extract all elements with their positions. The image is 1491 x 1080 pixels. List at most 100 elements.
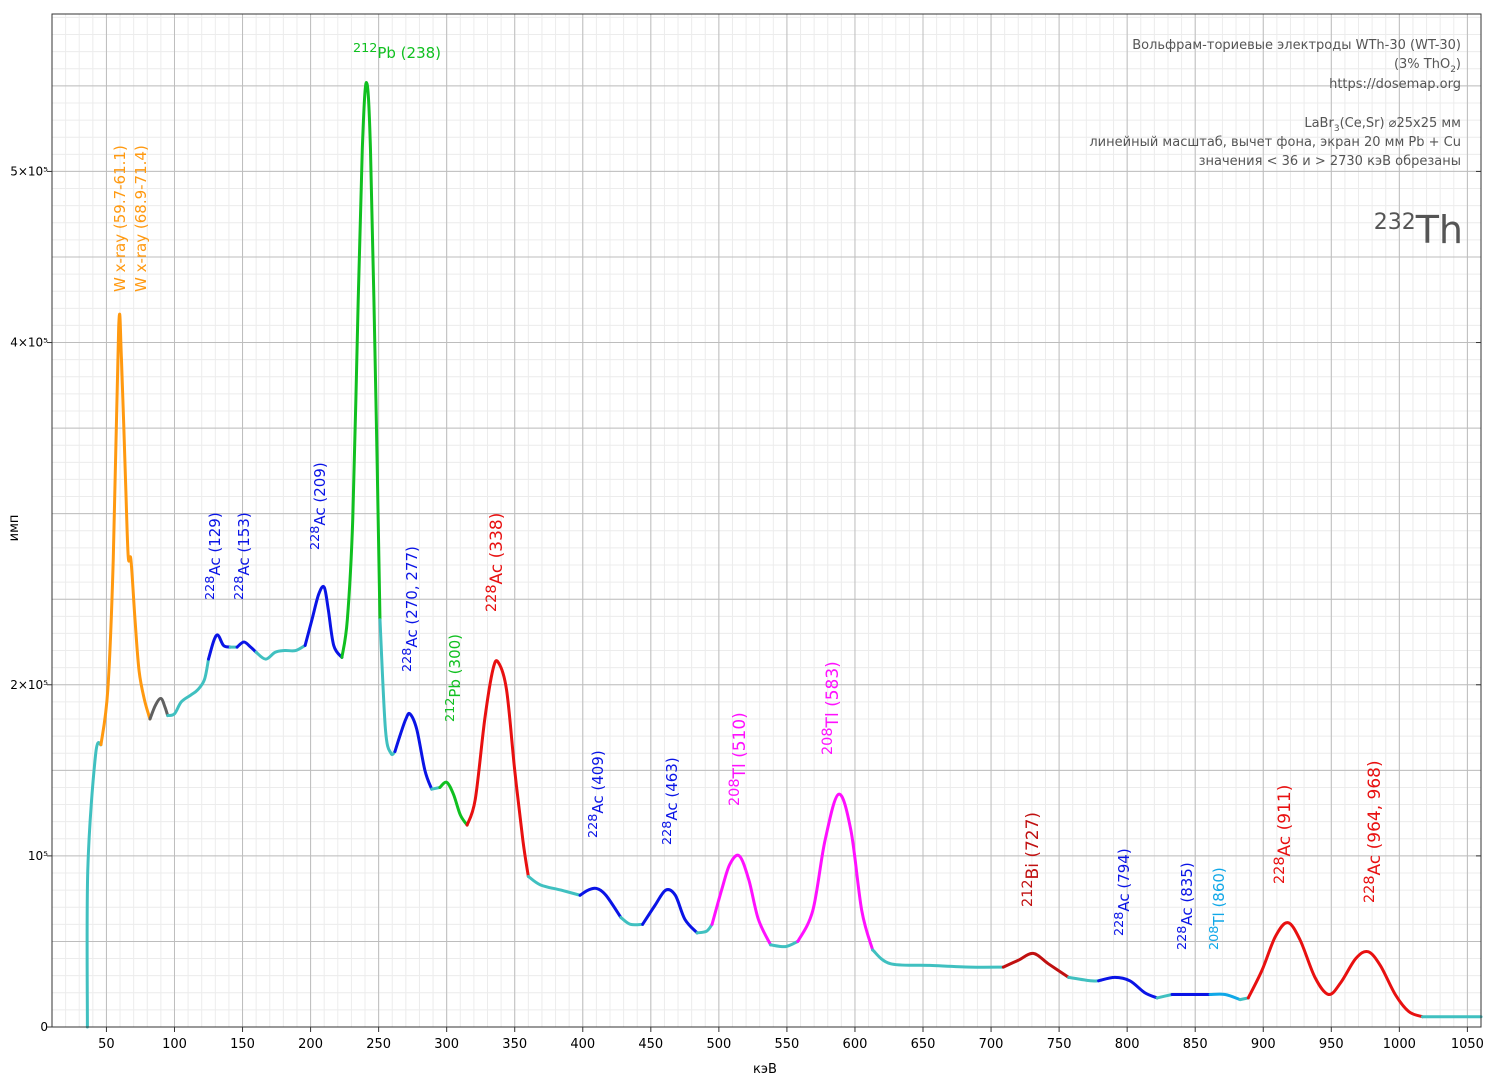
spectrum-line — [378, 618, 397, 757]
x-tick-label: 600 — [843, 1037, 868, 1052]
peak-label: 208Tl (510) — [727, 712, 750, 806]
isotope-mass: 228 — [203, 576, 218, 600]
isotope-label: Ac (129) — [206, 512, 224, 575]
isotope-mass: 228 — [1272, 856, 1288, 884]
x-tick-label: 450 — [638, 1037, 663, 1052]
isotope-mass: 232 — [1374, 210, 1416, 235]
isotope-label: Ac (409) — [589, 750, 607, 813]
peak-label: 228Ac (463) — [660, 757, 681, 845]
isotope-mass: 228 — [1362, 875, 1378, 903]
spectrum-line — [710, 853, 773, 947]
x-tick-label: 500 — [706, 1037, 731, 1052]
isotope-label: Ac (209) — [311, 462, 329, 525]
peak-label: 208Tl (860) — [1207, 867, 1228, 950]
isotope-mass: 228 — [232, 576, 247, 600]
info-text: Вольфрам-ториевые электроды WTh-30 (WT-3… — [1132, 38, 1461, 53]
isotope-mass: 212 — [443, 698, 458, 722]
peak-label: 228Ac (794) — [1112, 848, 1133, 936]
peak-label: 208Tl (583) — [820, 661, 843, 755]
isotope-label: Tl (583) — [823, 661, 843, 728]
isotope-label: Ac (794) — [1115, 848, 1133, 911]
spectrum-line — [641, 888, 699, 935]
info-line: (3% ThO2) — [1394, 57, 1461, 75]
peak-label: 228Ac (338) — [484, 513, 507, 612]
x-tick-label: 700 — [979, 1037, 1004, 1052]
spectrum-line — [148, 696, 170, 721]
isotope-label: Tl (860) — [1210, 867, 1228, 926]
info-text: https://dosemap.org — [1329, 77, 1461, 92]
x-tick-label: 800 — [1115, 1037, 1140, 1052]
isotope-label: Tl (510) — [730, 712, 750, 779]
spectrum-line — [393, 711, 434, 791]
spectrum-line — [303, 584, 344, 659]
x-tick-label: 200 — [298, 1037, 323, 1052]
peak-label: 228Ac (209) — [308, 462, 329, 550]
spectrum-line — [1001, 951, 1071, 979]
plot-area — [52, 14, 1481, 1027]
info-text: линейный масштаб, вычет фона, экран 20 м… — [1089, 135, 1461, 150]
spectrum-line — [254, 643, 307, 661]
spectrum-line — [465, 659, 530, 878]
spectrum-line — [85, 741, 103, 1029]
isotope-label: Pb (300) — [446, 634, 464, 698]
x-tick-label: 1000 — [1383, 1037, 1416, 1052]
spectrum-line — [438, 780, 469, 827]
info-line: значения < 36 и > 2730 кэВ обрезаны — [1199, 154, 1461, 169]
isotope-mass: 212 — [353, 41, 377, 56]
isotope-mass: 228 — [660, 821, 675, 845]
peak-label: 212Pb (238) — [353, 41, 441, 62]
spectrum-line — [526, 874, 582, 897]
x-tick-label: 750 — [1047, 1037, 1072, 1052]
peak-label: 212Bi (727) — [1020, 812, 1043, 907]
info-text: (Ce,Sr) ⌀25x25 мм — [1340, 116, 1461, 131]
isotope-label: Ac (463) — [663, 757, 681, 820]
x-tick-label: 850 — [1183, 1037, 1208, 1052]
info-text: LaBr — [1304, 116, 1334, 131]
y-tick-label: 4×10⁵ — [10, 336, 48, 350]
x-tick-label: 100 — [162, 1037, 187, 1052]
isotope-label: Pb (238) — [377, 44, 441, 62]
isotope-mass: 228 — [1112, 912, 1127, 936]
isotope-label: Ac (338) — [487, 513, 507, 585]
spectrum-line — [1246, 921, 1424, 1019]
spectrum-line — [235, 640, 258, 654]
isotope-label: Ac (835) — [1178, 862, 1196, 925]
peak-label: W x-ray (68.9-71.4) — [132, 145, 150, 292]
x-tick-label: 550 — [775, 1037, 800, 1052]
y-tick-label: 2×10⁵ — [10, 678, 48, 692]
peak-label: 228Ac (270, 277) — [400, 546, 421, 672]
spectrum-line — [796, 792, 875, 952]
isotope-mass: 228 — [1175, 926, 1190, 950]
spectrum-line — [578, 886, 623, 919]
info-text: ) — [1456, 57, 1461, 72]
spectrum-line — [871, 948, 1005, 969]
info-text: 3 — [1334, 124, 1340, 134]
isotope-name: Th — [1415, 208, 1463, 252]
info-line: LaBr3(Ce,Sr) ⌀25x25 мм — [1304, 116, 1461, 134]
peak-label: 228Ac (964, 968) — [1362, 760, 1385, 903]
info-text: значения < 36 и > 2730 кэВ обрезаны — [1199, 154, 1461, 169]
x-tick-label: 650 — [911, 1037, 936, 1052]
spectrum-line — [769, 939, 800, 949]
y-axis-label: имп — [7, 515, 22, 542]
isotope-mass: 208 — [1207, 926, 1222, 950]
isotope-label: Ac (153) — [235, 512, 253, 575]
spectrum-line — [619, 915, 645, 927]
peak-label: 228Ac (129) — [203, 512, 224, 600]
info-line: линейный масштаб, вычет фона, экран 20 м… — [1089, 135, 1461, 150]
x-tick-label: 300 — [434, 1037, 459, 1052]
peak-label: 228Ac (153) — [232, 512, 253, 600]
spectrum-line — [99, 312, 152, 747]
isotope-mass: 208 — [820, 727, 836, 755]
y-tick-label: 10⁵ — [28, 849, 48, 863]
peak-label: 228Ac (409) — [586, 750, 607, 838]
isotope-mass: 228 — [308, 526, 323, 550]
info-line: Вольфрам-ториевые электроды WTh-30 (WT-3… — [1132, 38, 1461, 53]
isotope-label: Bi (727) — [1023, 812, 1043, 880]
y-tick-label: 5×10⁵ — [10, 164, 48, 178]
info-text: (3% ThO — [1394, 57, 1450, 72]
spectrum-line — [1208, 992, 1242, 1002]
isotope-label: Ac (964, 968) — [1365, 760, 1385, 875]
isotope-mass: 228 — [400, 648, 415, 672]
